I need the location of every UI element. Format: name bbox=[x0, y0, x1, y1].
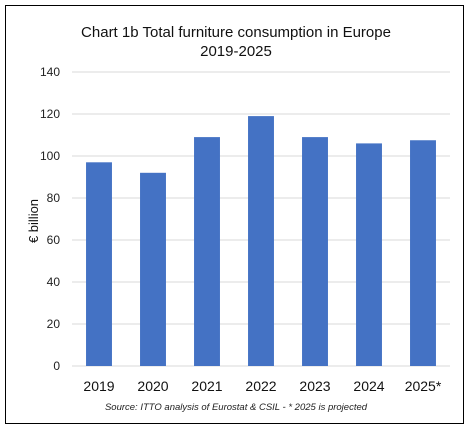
chart-title-line-2: 2019-2025 bbox=[200, 43, 272, 60]
y-axis-ticks: 0 20 40 60 80 100 120 140 bbox=[40, 65, 60, 373]
bar-2022 bbox=[248, 116, 274, 366]
bar-2020 bbox=[140, 172, 166, 366]
x-tick-label: 2023 bbox=[299, 378, 330, 394]
y-tick-label: 80 bbox=[47, 191, 61, 205]
bar-2019 bbox=[86, 162, 112, 366]
x-tick-label: 2024 bbox=[353, 378, 384, 394]
bars bbox=[86, 116, 436, 366]
x-tick-label: 2019 bbox=[83, 378, 114, 394]
bar-2021 bbox=[194, 137, 220, 366]
y-axis-title: € billion bbox=[26, 199, 41, 243]
chart-frame bbox=[5, 5, 464, 424]
y-tick-label: 100 bbox=[40, 149, 60, 163]
y-tick-label: 140 bbox=[40, 65, 60, 79]
y-tick-label: 20 bbox=[47, 317, 61, 331]
x-tick-label: 2021 bbox=[191, 378, 222, 394]
y-tick-label: 120 bbox=[40, 107, 60, 121]
bar-2025-projected bbox=[410, 140, 436, 366]
bar-2024 bbox=[356, 143, 382, 366]
bar-2023 bbox=[302, 137, 328, 366]
y-tick-label: 40 bbox=[47, 275, 61, 289]
x-tick-label: 2025* bbox=[405, 378, 442, 394]
chart-title-line-1: Chart 1b Total furniture consumption in … bbox=[81, 24, 391, 41]
y-tick-label: 60 bbox=[47, 233, 61, 247]
x-tick-label: 2022 bbox=[245, 378, 276, 394]
x-axis-ticks: 2019 2020 2021 2022 2023 2024 2025* bbox=[83, 378, 441, 394]
x-tick-label: 2020 bbox=[137, 378, 168, 394]
y-tick-label: 0 bbox=[53, 359, 60, 373]
source-note: Source: ITTO analysis of Eurostat & CSIL… bbox=[105, 402, 368, 413]
